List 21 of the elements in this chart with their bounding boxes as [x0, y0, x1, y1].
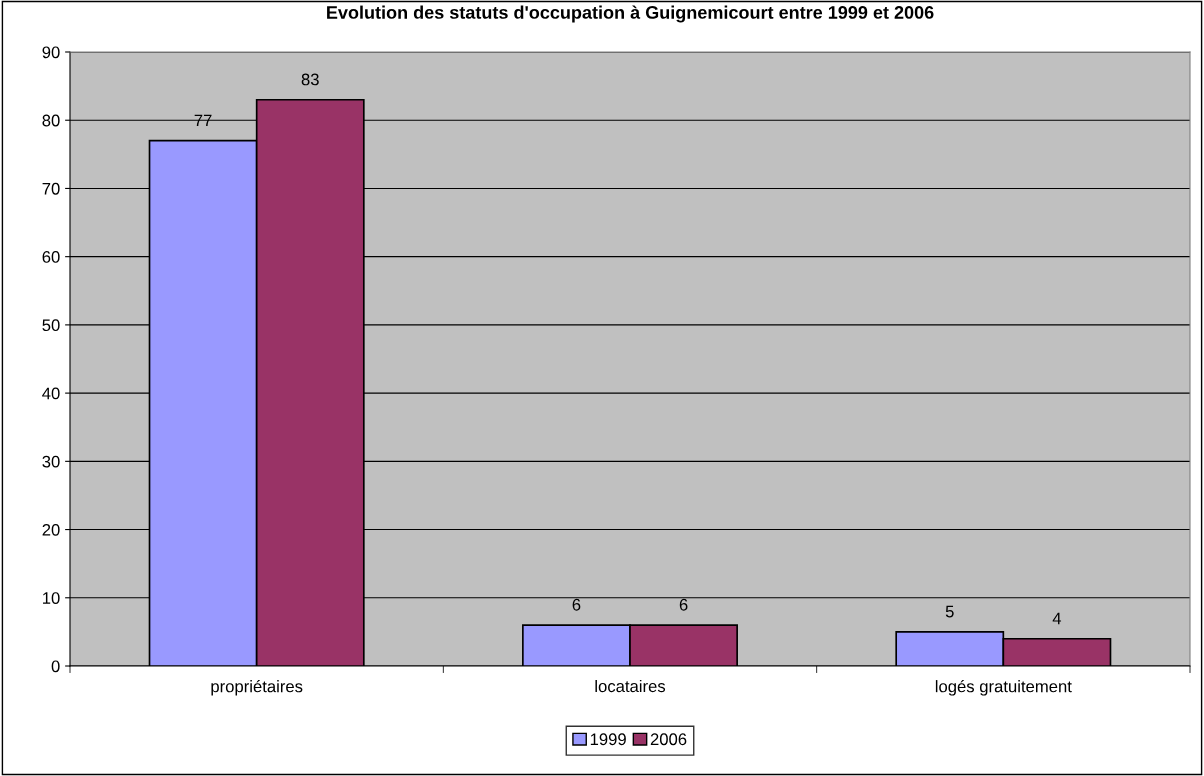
y-tick-label: 90: [42, 46, 60, 59]
y-tick-label: 40: [42, 387, 60, 400]
data-label: 4: [1052, 612, 1062, 625]
data-label: 6: [679, 598, 688, 611]
y-tick-label: 80: [42, 114, 60, 127]
legend-label: 1999: [590, 733, 626, 746]
y-tick-label: 10: [43, 592, 60, 604]
y-tick-label: 60: [42, 251, 60, 263]
y-tick-label: 0: [51, 660, 60, 673]
data-label: 83: [301, 73, 319, 86]
y-tick-label: 50: [42, 319, 60, 332]
data-label: 6: [572, 598, 581, 611]
y-tick-label: 20: [42, 523, 60, 536]
y-tick-label: 70: [42, 182, 60, 195]
data-label: 5: [945, 605, 954, 618]
x-tick-label: propriétaires: [211, 679, 303, 696]
x-tick-label: locataires: [595, 679, 666, 693]
legend-label: 2006: [650, 733, 687, 746]
y-tick-label: 30: [42, 455, 60, 468]
x-tick-label: logés gratuitement: [935, 679, 1072, 696]
chart-title: Evolution des statuts d'occupation à Guignemicourt entre 1999 et 2006: [327, 5, 934, 23]
